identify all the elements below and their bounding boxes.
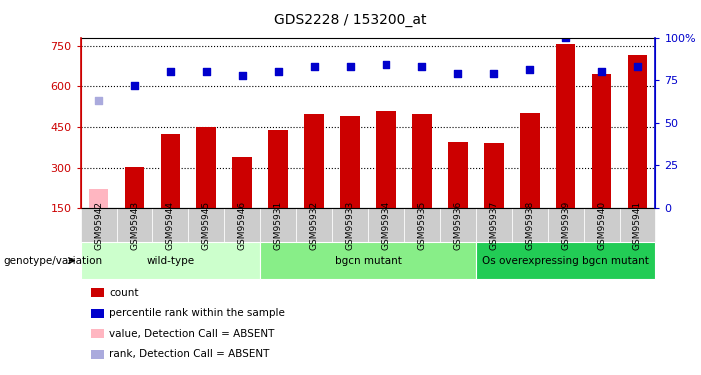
Text: GSM95932: GSM95932 [310,200,319,250]
Text: wild-type: wild-type [147,256,194,266]
Text: genotype/variation: genotype/variation [4,256,102,266]
Text: GSM95936: GSM95936 [454,200,463,250]
Text: bgcn mutant: bgcn mutant [334,256,402,266]
Text: rank, Detection Call = ABSENT: rank, Detection Call = ABSENT [109,350,270,359]
Bar [340,116,360,208]
Bar [627,55,647,208]
Point [200,69,212,75]
Point [596,69,607,75]
Bar [448,142,468,208]
Bar [161,134,180,208]
Text: GSM95945: GSM95945 [202,200,211,250]
Point [560,34,571,40]
Bar [412,114,432,208]
Bar [233,157,252,208]
Point [93,98,104,104]
Bar [125,167,144,208]
Text: value, Detection Call = ABSENT: value, Detection Call = ABSENT [109,329,275,339]
Text: GDS2228 / 153200_at: GDS2228 / 153200_at [274,13,427,27]
Text: GSM95934: GSM95934 [381,200,390,250]
Text: GSM95935: GSM95935 [417,200,426,250]
Point [344,63,355,69]
Point [165,69,176,75]
Text: GSM95938: GSM95938 [525,200,534,250]
Text: Os overexpressing bgcn mutant: Os overexpressing bgcn mutant [482,256,649,266]
Bar [592,74,611,208]
Bar [376,111,396,208]
Bar [520,113,540,208]
Text: GSM95933: GSM95933 [346,200,355,250]
Bar [556,44,576,208]
Text: GSM95939: GSM95939 [561,200,570,250]
Text: GSM95931: GSM95931 [273,200,283,250]
Bar [304,114,324,208]
Point [452,70,463,76]
Text: GSM95944: GSM95944 [166,201,175,249]
Point [632,63,643,69]
Text: GSM95943: GSM95943 [130,200,139,250]
Point [488,70,499,76]
Point [237,72,248,78]
Text: GSM95937: GSM95937 [489,200,498,250]
Text: count: count [109,288,139,297]
Text: GSM95946: GSM95946 [238,200,247,250]
Point [129,82,140,88]
Text: percentile rank within the sample: percentile rank within the sample [109,308,285,318]
Text: GSM95940: GSM95940 [597,200,606,250]
Point [273,69,284,75]
Point [416,63,428,69]
Point [381,62,392,68]
Bar [89,189,109,208]
Bar [484,143,503,208]
Point [524,67,536,73]
Text: GSM95941: GSM95941 [633,200,642,250]
Bar [268,130,288,208]
Bar [196,127,216,208]
Text: GSM95942: GSM95942 [94,201,103,249]
Point [308,63,320,69]
